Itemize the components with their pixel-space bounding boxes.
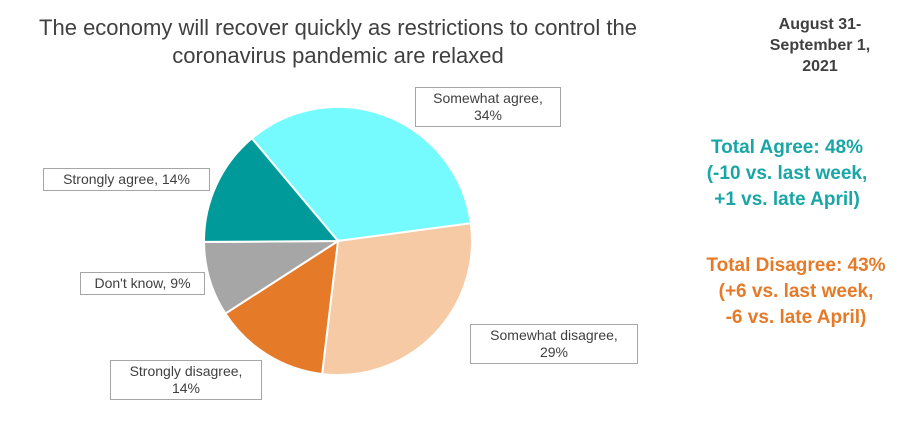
data-label: Somewhat agree, 34% <box>415 87 561 127</box>
total-disagree: Total Disagree: 43% (+6 vs. last week, -6 … <box>680 253 912 331</box>
date-note-line: September 1, <box>769 37 871 54</box>
data-label: Don't know, 9% <box>80 272 205 295</box>
pie-slice <box>203 136 341 243</box>
data-label: Strongly agree, 14% <box>43 168 210 191</box>
total-agree: Total Agree: 48% (-10 vs. last week, +1 vs… <box>676 135 898 213</box>
total-agree-line: Total Agree: 48% <box>710 137 864 158</box>
pie-slice <box>321 222 473 376</box>
total-agree-line: (-10 vs. last week, <box>706 163 868 184</box>
date-note: August 31- September 1, 2021 <box>760 14 880 77</box>
date-note-line: August 31- <box>778 16 862 33</box>
pie-slice <box>250 106 472 243</box>
pie-slice <box>223 239 340 376</box>
date-note-line: 2021 <box>802 58 838 75</box>
total-disagree-line: (+6 vs. last week, <box>718 281 874 302</box>
total-disagree-line: Total Disagree: 43% <box>706 255 886 276</box>
data-label: Strongly disagree, 14% <box>110 360 262 400</box>
total-disagree-line: -6 vs. late April) <box>725 307 867 328</box>
chart-title: The economy will recover quickly as rest… <box>39 15 637 68</box>
data-label: Somewhat disagree, 29% <box>470 324 638 364</box>
total-agree-line: +1 vs. late April) <box>714 189 860 210</box>
